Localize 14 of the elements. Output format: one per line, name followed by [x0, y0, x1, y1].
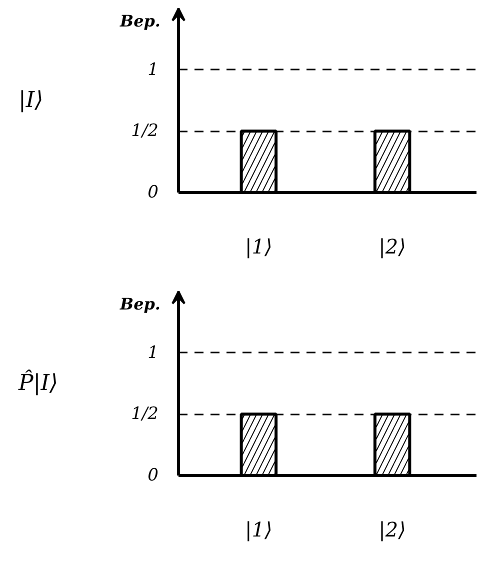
y-axis-title: Вер.	[119, 12, 161, 30]
x-tick-label: |1⟩	[245, 518, 272, 542]
y-tick-label: 0	[148, 466, 159, 486]
y-tick-label: 1/2	[131, 404, 158, 424]
text: P̂|I⟩	[18, 368, 58, 396]
y-tick-label: 1	[148, 60, 159, 80]
y-tick-label: 1/2	[131, 121, 158, 142]
x-tick-label: |2⟩	[378, 234, 406, 258]
y-tick-label: 0	[148, 182, 159, 202]
text: |I⟩	[18, 88, 44, 113]
x-tick-label: |2⟩	[378, 518, 406, 542]
y-axis-title: Вер.	[119, 294, 161, 314]
x-tick-label: |1⟩	[245, 234, 272, 258]
y-tick-label: 1	[148, 342, 159, 363]
